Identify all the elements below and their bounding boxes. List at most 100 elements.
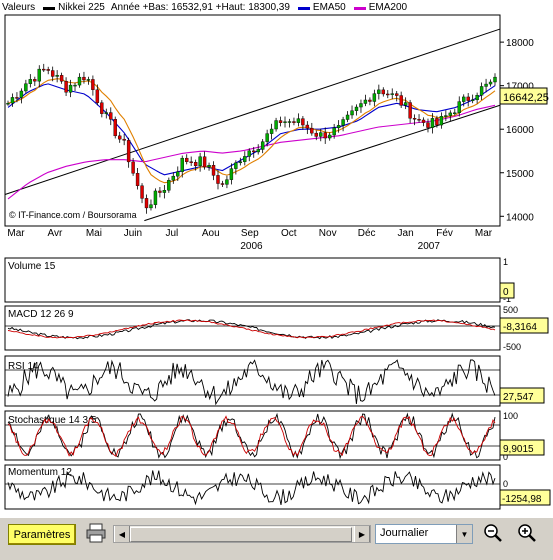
print-icon[interactable] [85,522,107,544]
candle [149,199,153,211]
candle [319,128,323,142]
candle [377,84,381,100]
candle [462,94,466,107]
candle [135,168,140,190]
candle [439,112,444,129]
series-line-ema-short [7,78,496,184]
stoch-title: Stochastique 14 3 5 [8,415,97,426]
candle [24,79,28,94]
candle [363,94,368,107]
candle [10,93,15,107]
x-tick-label: Sep [241,228,259,239]
volume-tick-top: 1 [503,257,508,267]
candle [220,180,225,187]
candle [336,120,341,133]
scroll-thumb[interactable] [130,527,352,542]
x-tick-label: Mar [7,228,25,239]
candle [50,66,55,82]
period-select[interactable]: Journalier ▼ [375,524,473,544]
x-tick-label: Nov [319,228,337,239]
candle [252,146,256,158]
candle [113,116,117,139]
momentum-title: Momentum 12 [8,467,72,478]
candle [167,177,171,193]
candle [122,133,126,146]
x-tick-label: Fév [436,228,453,239]
price-badge: 16642,25 [503,92,549,104]
candle [305,121,310,135]
candle [19,88,24,104]
candle [162,185,167,199]
series-line-ema200 [7,104,496,200]
candle [144,194,149,214]
candle [399,91,403,108]
rsi-badge: 27,547 [503,392,534,403]
candle [95,84,100,106]
candle [247,148,251,162]
candle [55,70,59,83]
candle [283,116,287,128]
candle [381,87,386,97]
params-button[interactable]: Paramètres [8,524,76,545]
zoom-in-icon[interactable] [516,522,538,544]
horizontal-scrollbar[interactable]: ◀ ▶ [113,525,371,543]
zoom-out-icon[interactable] [482,522,504,544]
candle [274,117,278,132]
volume-tick-bottom: -1 [503,294,511,304]
x-tick-label: Oct [281,228,297,239]
candle [359,99,363,113]
candle [408,99,412,124]
stoch-tick-top: 100 [503,411,518,421]
candle [86,76,91,85]
candle [117,131,122,143]
candle [180,155,184,178]
macd-panel-frame [4,305,501,351]
candle [403,97,408,110]
stoch-panel-frame [4,410,501,461]
macd-badge: -8,3164 [503,322,537,333]
candle [193,159,198,171]
candle [278,116,283,127]
legend-ema50: EMA50 [312,2,346,13]
scroll-right-arrow-icon[interactable]: ▶ [354,526,370,542]
momentum-tick: 0 [503,479,508,489]
candle [430,113,435,134]
x-tick-label: Mar [475,228,493,239]
candle [104,108,108,119]
legend-ema200: EMA200 [368,2,408,13]
candle [453,108,457,116]
candle [475,92,479,104]
x-year-label: 2007 [418,241,441,252]
candle [158,187,162,198]
candle [412,114,417,126]
candle [368,97,372,106]
x-tick-label: Juin [124,228,142,239]
candle [77,73,82,88]
candle [82,71,86,84]
candle [91,75,95,96]
candle [314,130,318,141]
scroll-left-arrow-icon[interactable]: ◀ [114,526,130,542]
macd-line [7,319,496,340]
candle [243,151,247,166]
chevron-down-icon[interactable]: ▼ [456,525,472,543]
candle [176,166,180,181]
chart-legend: Valeurs Nikkei 225 Année +Bas: 16532,91 … [2,1,407,15]
candle [395,91,399,102]
candle [421,117,426,127]
stoch-d-line [7,415,496,458]
x-tick-label: Avr [48,228,63,239]
macd-signal-line [7,319,496,339]
stoch-tick-bottom: 0 [503,452,508,462]
price-badge-box [499,87,548,105]
candle [341,116,345,132]
candle [493,73,497,86]
candle [488,79,493,87]
candle [185,154,189,165]
candle [225,175,229,189]
candle [15,92,19,103]
x-tick-label: Aou [202,228,220,239]
candle [327,132,332,141]
candle [216,170,220,190]
candle [153,188,158,209]
